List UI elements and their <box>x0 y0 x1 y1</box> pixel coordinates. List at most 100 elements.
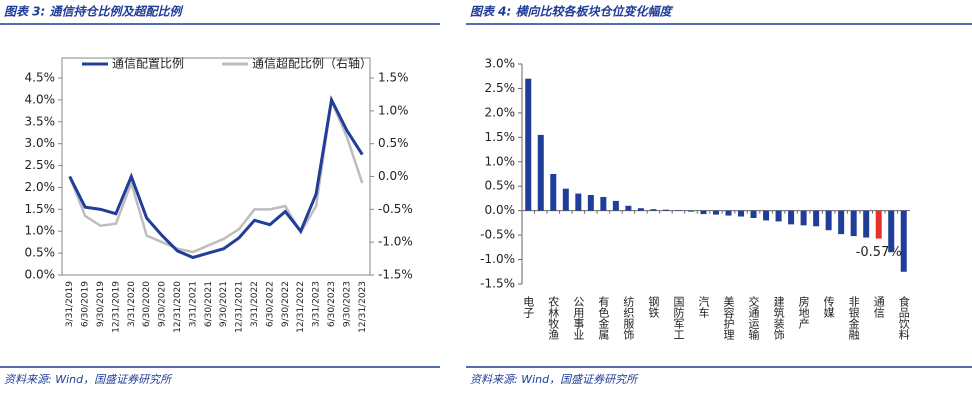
x-tick-label: 3/31/2023 <box>312 281 322 327</box>
bar <box>800 210 807 226</box>
bar <box>713 210 719 215</box>
x-tick-label: 3/31/2019 <box>65 281 75 327</box>
x-tick-label: 12/31/2019 <box>111 281 121 333</box>
y-tick-label: 4.5% <box>25 71 56 85</box>
y-tick-label: 1.0% <box>25 224 56 238</box>
x-tick-label: 交通运输 <box>747 295 760 341</box>
x-tick-label: 纺织服饰 <box>622 295 635 340</box>
bar <box>738 210 745 217</box>
bar <box>650 209 657 211</box>
x-tick-label: 农林牧渔 <box>547 295 560 341</box>
x-tick-label: 6/30/2019 <box>81 281 91 327</box>
series-line <box>68 96 364 254</box>
y2-tick-label: -1.5% <box>378 268 413 282</box>
bar <box>813 210 820 227</box>
x-tick-label: 汽车 <box>697 295 710 319</box>
bar <box>863 210 870 238</box>
value-label: -0.57% <box>856 245 902 260</box>
x-tick-label: 非银金融 <box>847 296 860 341</box>
y2-tick-label: 1.0% <box>378 103 409 117</box>
bar <box>612 200 619 211</box>
bar <box>725 210 732 216</box>
x-tick-label: 3/31/2021 <box>188 281 198 327</box>
plot-frame <box>61 57 371 276</box>
bar <box>825 210 832 231</box>
source: 资料来源: Wind，国盛证券研究所 <box>4 373 173 386</box>
y-tick-label: 0.0% <box>25 268 56 282</box>
bar <box>838 210 845 235</box>
y-tick-label: 1.5% <box>25 202 56 216</box>
x-tick-label: 9/30/2021 <box>219 281 229 327</box>
x-tick-label: 美容护理 <box>722 296 735 340</box>
x-tick-label: 钢铁 <box>647 296 660 318</box>
bar <box>788 210 795 225</box>
bar <box>537 134 544 211</box>
bar <box>750 210 757 218</box>
x-tick-label: 食品饮料 <box>897 295 910 341</box>
bar <box>662 209 669 211</box>
x-tick-label: 9/30/2023 <box>342 281 352 327</box>
x-tick-label: 9/30/2019 <box>96 281 106 327</box>
y-tick-label: -0.5% <box>480 228 515 242</box>
y-tick-label: 2.5% <box>25 158 56 172</box>
bar <box>875 210 882 239</box>
y2-tick-label: 0.5% <box>378 136 409 150</box>
bar <box>775 210 782 222</box>
y-tick-label: 3.0% <box>25 136 56 150</box>
y2-tick-label: -1.0% <box>378 235 413 249</box>
y2-tick-label: 1.5% <box>378 71 409 85</box>
y-tick-label: 0.5% <box>25 246 56 260</box>
y-tick-label: 2.0% <box>485 105 516 119</box>
bar <box>637 208 644 211</box>
x-tick-label: 12/31/2022 <box>296 281 306 333</box>
y-tick-label: 2.0% <box>25 180 56 194</box>
x-tick-label: 有色金属 <box>597 295 610 341</box>
x-tick-label: 国防军工 <box>672 296 685 340</box>
y2-tick-label: -0.5% <box>378 202 413 216</box>
legend-label: 通信超配比例（右轴） <box>252 56 372 71</box>
y-tick-label: 3.5% <box>25 114 56 128</box>
x-tick-label: 6/30/2022 <box>265 281 275 327</box>
series-line <box>68 95 364 260</box>
x-tick-label: 3/31/2020 <box>127 281 137 327</box>
x-tick-label: 12/31/2021 <box>235 281 245 333</box>
x-tick-label: 9/30/2022 <box>281 281 291 327</box>
bar <box>600 196 607 211</box>
y-tick-label: 1.0% <box>485 154 516 168</box>
y-tick-label: 3.0% <box>485 57 516 71</box>
bar <box>900 210 907 272</box>
bar <box>562 188 569 211</box>
x-tick-label: 电子 <box>522 296 535 318</box>
y-tick-label: 2.5% <box>485 81 516 95</box>
y-tick-label: 0.5% <box>485 179 516 193</box>
bar <box>525 78 532 211</box>
x-tick-label: 建筑装饰 <box>772 295 785 340</box>
y-tick-label: -1.5% <box>480 277 515 291</box>
chart-title: 图表 4: 横向比较各板块仓位变化幅度 <box>470 5 674 19</box>
x-tick-label: 3/31/2022 <box>250 281 260 327</box>
x-tick-label: 9/30/2020 <box>158 281 168 327</box>
x-tick-label: 12/31/2020 <box>173 281 183 333</box>
bar <box>625 205 632 211</box>
y-tick-label: 4.0% <box>25 92 56 106</box>
y-tick-label: 1.5% <box>485 130 516 144</box>
x-tick-label: 传媒 <box>822 296 835 319</box>
bar <box>700 210 707 215</box>
x-tick-label: 6/30/2020 <box>142 281 152 327</box>
bar <box>550 174 557 211</box>
x-tick-label: 6/30/2023 <box>327 281 337 327</box>
y-tick-label: -1.0% <box>480 252 515 266</box>
x-tick-label: 公用事业 <box>572 296 585 340</box>
chart-title: 图表 3: 通信持仓比例及超配比例 <box>4 5 184 19</box>
bar <box>888 210 895 253</box>
bar <box>687 210 694 212</box>
bar <box>575 193 582 211</box>
legend-label: 通信配置比例 <box>112 57 184 71</box>
source: 资料来源: Wind，国盛证券研究所 <box>470 373 639 386</box>
x-tick-label: 12/31/2023 <box>358 281 368 333</box>
bar <box>850 210 857 237</box>
x-tick-label: 房地产 <box>797 296 810 330</box>
x-tick-label: 通信 <box>872 296 885 319</box>
y2-tick-label: 0.0% <box>378 169 409 183</box>
